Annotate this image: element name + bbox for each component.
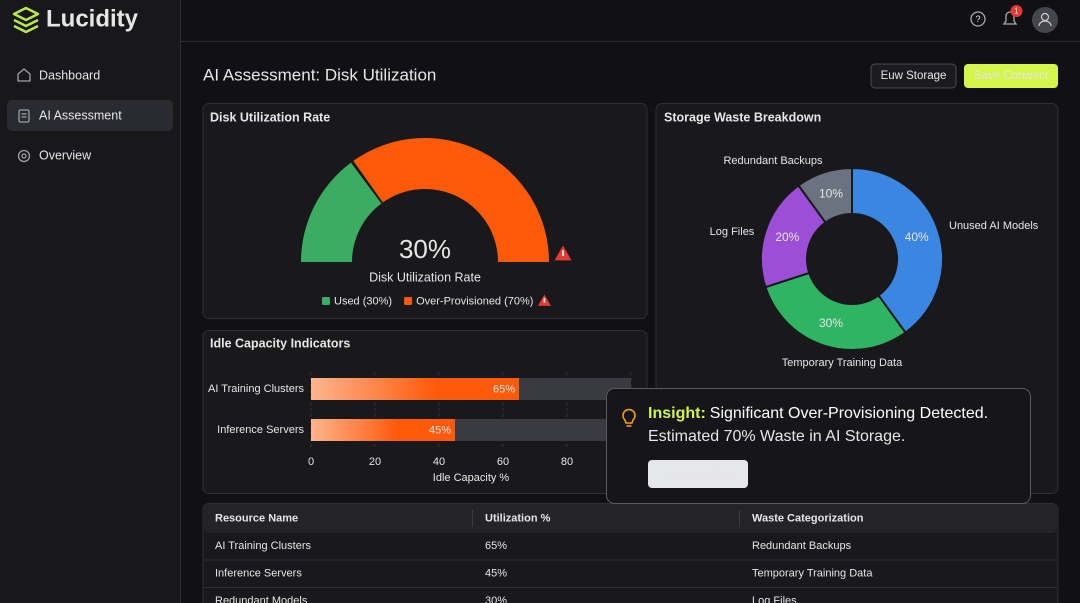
nav-icons — [17, 68, 31, 163]
insight-popup: Insight: Significant Over-Provisioning De… — [606, 388, 1031, 504]
category-label: Log Files — [710, 226, 755, 238]
optimize-button[interactable]: Optimize Now — [648, 460, 748, 488]
x-tick-label: 40 — [433, 456, 445, 468]
card-title: Idle Capacity Indicators — [210, 336, 350, 350]
table-cell: AI Training Clusters — [215, 540, 311, 552]
warning-icon — [537, 294, 551, 306]
table-header — [204, 504, 1057, 533]
button-label: Euw Storage — [881, 70, 947, 82]
table-cell: 30% — [485, 595, 507, 603]
table-cell: Temporary Training Data — [752, 567, 873, 579]
secondary-button[interactable]: Euw Storage — [870, 63, 957, 89]
x-tick-label: 20 — [369, 456, 381, 468]
y-tick-label: AI Training Clusters — [208, 383, 304, 395]
legend-label: Over-Provisioned (70%) — [416, 295, 533, 307]
notifications[interactable]: 1 — [1002, 5, 1023, 25]
page-title: AI Assessment: Disk Utilization — [203, 65, 436, 84]
table-cell: 45% — [485, 567, 507, 579]
legend-swatch — [322, 297, 330, 305]
donut-slice — [764, 271, 907, 351]
nav-item[interactable]: Overview — [39, 148, 92, 162]
category-label: Redundant Backups — [723, 155, 823, 167]
table-cell: Redundant Models — [215, 595, 308, 603]
help-icon[interactable]: ? — [970, 11, 986, 27]
insight-text: Insight: Significant Over-Provisioning De… — [648, 405, 988, 422]
card-title: Storage Waste Breakdown — [664, 110, 821, 124]
brand: Lucidity — [46, 5, 139, 32]
table-cell: Inference Servers — [215, 567, 302, 579]
column-header: Waste Categorization — [752, 512, 864, 524]
gauge-card — [202, 103, 648, 319]
svg-text:?: ? — [975, 14, 980, 24]
x-tick-label: 0 — [308, 456, 314, 468]
table-cell: Log Files — [752, 595, 797, 603]
table-cell: Redundant Backups — [752, 540, 852, 552]
warning-icon — [554, 245, 572, 261]
slice-label: 10% — [819, 187, 843, 201]
sidebar — [0, 0, 180, 603]
slice-label: 40% — [905, 230, 929, 244]
notification-count: 1 — [1014, 7, 1019, 16]
category-label: Unused AI Models — [949, 220, 1039, 232]
warning-bang — [543, 298, 546, 303]
legend-label: Used (30%) — [334, 295, 392, 307]
column-header: Resource Name — [215, 512, 298, 524]
button-label: Optimize Now — [659, 467, 738, 481]
x-axis-label: Idle Capacity % — [433, 472, 510, 484]
gauge-segment — [353, 137, 549, 262]
insight-line: Significant Over-Provisioning Detected. — [710, 405, 988, 422]
bar — [311, 378, 519, 400]
warning-bang — [562, 250, 564, 257]
insight-line: Estimated 70% Waste in AI Storage. — [648, 428, 905, 445]
category-label: Temporary Training Data — [782, 357, 903, 369]
bar-value-label: 65% — [493, 383, 515, 395]
legend-swatch — [404, 297, 413, 305]
slice-label: 20% — [775, 230, 799, 244]
gauge-segment — [301, 162, 382, 262]
nav-item[interactable]: Dashboard — [39, 68, 100, 82]
logo-icon — [12, 6, 40, 34]
bars-card — [202, 330, 648, 494]
nav-active-bg — [7, 100, 173, 131]
bar — [311, 419, 455, 441]
primary-button[interactable]: Save Conwect — [964, 64, 1058, 88]
nav-item[interactable]: AI Assessment — [39, 108, 122, 122]
button-label: Save Conwect — [974, 70, 1049, 82]
table-cell: 65% — [485, 540, 507, 552]
x-tick-label: 80 — [561, 456, 573, 468]
gauge-caption: Disk Utilization Rate — [369, 270, 481, 284]
bulb-icon — [622, 408, 636, 427]
donut-slice — [797, 166, 853, 224]
bar-value-label: 45% — [429, 424, 451, 436]
avatar[interactable] — [1032, 7, 1058, 33]
column-header: Utilization % — [485, 512, 551, 524]
x-tick-label: 60 — [497, 456, 509, 468]
slice-label: 30% — [819, 316, 843, 330]
gauge-value: 30% — [399, 234, 451, 264]
y-tick-label: Inference Servers — [217, 424, 304, 436]
donut-slice — [851, 166, 944, 335]
insight-label: Insight: — [648, 405, 706, 422]
card-title: Disk Utilization Rate — [210, 110, 330, 124]
